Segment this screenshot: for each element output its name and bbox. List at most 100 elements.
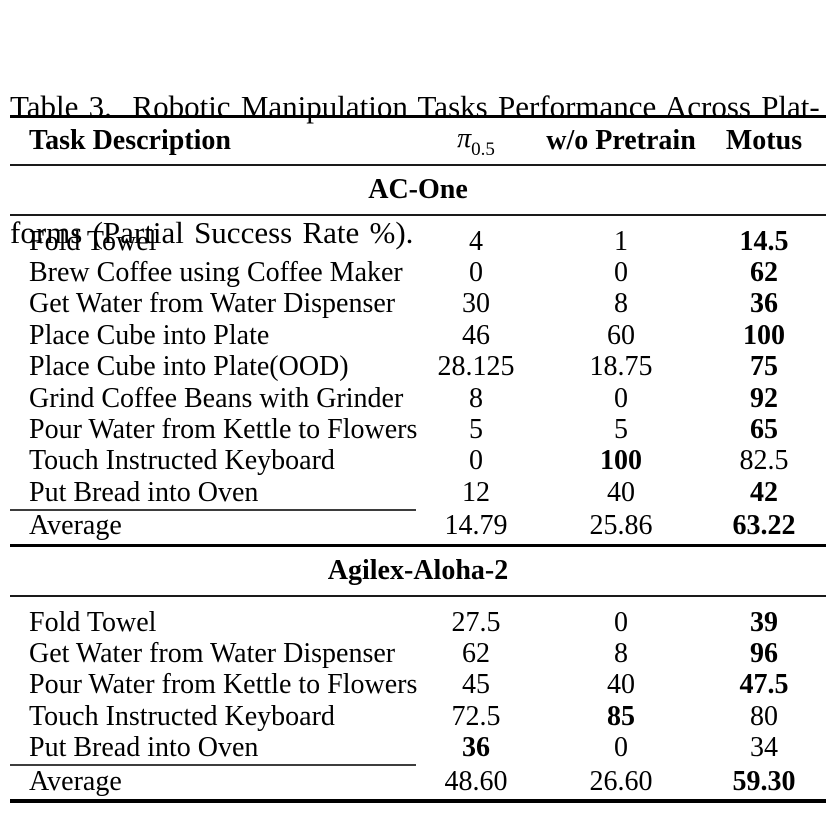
motus-value-cell: 100 xyxy=(743,319,785,351)
pi-value-cell: 8 xyxy=(469,382,483,414)
section-header-rule xyxy=(10,214,826,216)
table-caption-line-2: forms (Partial Success Rate %). xyxy=(10,215,414,250)
pi-value-cell: 0 xyxy=(469,445,483,477)
table-caption-line-1: Table 3. Robotic Manipulation Tasks Perf… xyxy=(10,89,820,124)
motus-value-cell: 75 xyxy=(750,351,778,383)
wo-pretrain-value-cell: 26.60 xyxy=(589,765,653,797)
motus-value-cell: 34 xyxy=(750,732,778,764)
wo-pretrain-value-cell: 1 xyxy=(614,225,628,257)
motus-value-cell: 92 xyxy=(750,382,778,414)
pi-value-cell: 4 xyxy=(469,225,483,257)
header-rule xyxy=(10,164,826,166)
section-header-rule xyxy=(10,594,826,597)
motus-value-cell: 62 xyxy=(750,257,778,289)
wo-pretrain-value-cell: 0 xyxy=(614,257,628,289)
task-name-cell: Fold Towel xyxy=(29,606,157,638)
table-row: Fold Towel 27.5 0 39 xyxy=(10,607,826,638)
wo-pretrain-value-cell: 100 xyxy=(600,445,642,477)
table-row: Brew Coffee using Coffee Maker 0 0 62 xyxy=(10,257,826,288)
row-spacer xyxy=(10,597,826,607)
table-row: Fold Towel 4 1 14.5 xyxy=(10,226,826,257)
task-name-cell: Average xyxy=(29,510,122,542)
motus-value-cell: 39 xyxy=(750,606,778,638)
column-header-motus: Motus xyxy=(725,125,803,156)
pi-value-cell: 72.5 xyxy=(451,700,501,732)
pi-value-cell: 0 xyxy=(469,257,483,289)
table-caption: Table 3. Robotic Manipulation Tasks Perf… xyxy=(10,2,832,338)
partial-rule xyxy=(10,763,416,766)
table-header-row: Task Description π0.5 w/o Pretrain Motus xyxy=(10,118,826,164)
pi-value-cell: 5 xyxy=(469,414,483,446)
wo-pretrain-value-cell: 8 xyxy=(614,637,628,669)
pi-value-cell: 45 xyxy=(462,669,490,701)
wo-pretrain-value-cell: 5 xyxy=(614,414,628,446)
pi-value-cell: 14.79 xyxy=(444,510,508,542)
task-name-cell: Fold Towel xyxy=(29,225,157,257)
wo-pretrain-value-cell: 85 xyxy=(607,700,635,732)
task-name-cell: Place Cube into Plate xyxy=(29,319,270,351)
bottom-rule xyxy=(10,799,826,804)
motus-value-cell: 82.5 xyxy=(739,445,789,477)
table-row: Pour Water from Kettle to Flowers 45 40 … xyxy=(10,670,826,701)
task-name-cell: Get Water from Water Dispenser xyxy=(29,288,396,320)
wo-pretrain-value-cell: 0 xyxy=(614,606,628,638)
table-row: Touch Instructed Keyboard 0 100 82.5 xyxy=(10,446,826,477)
wo-pretrain-value-cell: 8 xyxy=(614,288,628,320)
table-row: Place Cube into Plate(OOD) 28.125 18.75 … xyxy=(10,352,826,383)
section-header: Agilex-Aloha-2 xyxy=(327,554,509,586)
motus-value-cell: 65 xyxy=(750,414,778,446)
wo-pretrain-value-cell: 18.75 xyxy=(589,351,653,383)
task-name-cell: Touch Instructed Keyboard xyxy=(29,700,335,732)
row-spacer xyxy=(10,216,826,226)
wo-pretrain-value-cell: 0 xyxy=(614,382,628,414)
table-body: AC-One Fold Towel 4 1 14.5 Brew Coffee u… xyxy=(10,166,826,804)
task-name-cell: Put Bread into Oven xyxy=(29,732,259,764)
motus-value-cell: 42 xyxy=(750,476,778,508)
section-separator-rule xyxy=(10,543,826,547)
table-row: Put Bread into Oven 12 40 42 xyxy=(10,477,826,508)
column-header-pi: π0.5 xyxy=(412,122,540,161)
pi-value-cell: 48.60 xyxy=(444,765,508,797)
pi-subscript: 0.5 xyxy=(471,139,495,161)
task-name-cell: Pour Water from Kettle to Flowers xyxy=(29,669,418,701)
average-row: Average 48.60 26.60 59.30 xyxy=(10,766,826,797)
wo-pretrain-value-cell: 25.86 xyxy=(589,510,653,542)
task-name-cell: Place Cube into Plate(OOD) xyxy=(29,351,349,383)
pi-value-cell: 28.125 xyxy=(437,351,515,383)
section-header: AC-One xyxy=(368,174,468,205)
motus-value-cell: 14.5 xyxy=(739,225,789,257)
task-name-cell: Brew Coffee using Coffee Maker xyxy=(29,257,403,289)
wo-pretrain-value-cell: 0 xyxy=(614,732,628,764)
task-name-cell: Pour Water from Kettle to Flowers xyxy=(29,414,418,446)
wo-pretrain-value-cell: 40 xyxy=(607,669,635,701)
table-row: Pour Water from Kettle to Flowers 5 5 65 xyxy=(10,414,826,445)
top-rule xyxy=(10,115,826,118)
motus-value-cell: 63.22 xyxy=(732,510,796,542)
wo-pretrain-value-cell: 60 xyxy=(607,319,635,351)
motus-value-cell: 96 xyxy=(750,637,778,669)
pi-value-cell: 36 xyxy=(462,732,490,764)
motus-value-cell: 59.30 xyxy=(732,765,796,797)
table-row: Get Water from Water Dispenser 62 8 96 xyxy=(10,638,826,669)
average-row: Average 14.79 25.86 63.22 xyxy=(10,511,826,542)
pi-value-cell: 46 xyxy=(462,319,490,351)
motus-value-cell: 47.5 xyxy=(739,669,789,701)
task-name-cell: Get Water from Water Dispenser xyxy=(29,637,396,669)
table-row: Place Cube into Plate 46 60 100 xyxy=(10,320,826,351)
motus-value-cell: 80 xyxy=(750,700,778,732)
pi-symbol: π xyxy=(457,122,472,154)
column-header-wo-pretrain: w/o Pretrain xyxy=(546,125,696,156)
table-row: Grind Coffee Beans with Grinder 8 0 92 xyxy=(10,383,826,414)
table-row: Get Water from Water Dispenser 30 8 36 xyxy=(10,289,826,320)
pi-value-cell: 27.5 xyxy=(451,606,501,638)
partial-rule xyxy=(10,508,416,511)
pi-value-cell: 62 xyxy=(462,637,490,669)
task-name-cell: Average xyxy=(29,765,122,797)
motus-value-cell: 36 xyxy=(750,288,778,320)
wo-pretrain-value-cell: 40 xyxy=(607,476,635,508)
pi-value-cell: 12 xyxy=(462,476,490,508)
pi-value-cell: 30 xyxy=(462,288,490,320)
task-name-cell: Grind Coffee Beans with Grinder xyxy=(29,382,404,414)
table-row: Put Bread into Oven 36 0 34 xyxy=(10,732,826,763)
